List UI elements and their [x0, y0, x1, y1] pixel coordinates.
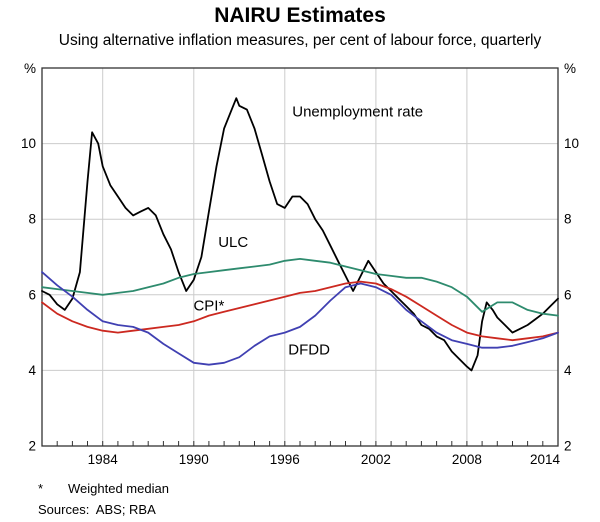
x-tick-label: 1990 [179, 452, 209, 467]
y-axis-unit-right: % [564, 61, 576, 76]
x-tick-label: 1996 [270, 452, 300, 467]
y-axis-unit-left: % [24, 61, 36, 76]
footnote-marker: * [38, 481, 44, 496]
y-tick-label-left: 4 [28, 363, 36, 378]
series-line-cpi [41, 280, 559, 342]
plot-frame [41, 67, 559, 447]
chart-plot-area: 2 2 4 4 6 6 8 8 10 10% % 1984 1990 1996 2002 2008 2014 Un… [21, 61, 579, 467]
x-tick-label: 2002 [361, 452, 391, 467]
y-tick-label-left: 10 [21, 136, 36, 151]
y-tick-label-right: 6 [564, 287, 572, 302]
x-tick-label: 2014 [530, 452, 561, 467]
y-tick-label-right: 2 [564, 439, 572, 454]
series-label-ulc: ULC [218, 234, 248, 251]
chart-title: NAIRU Estimates [214, 4, 386, 27]
chart-subtitle: Using alternative inflation measures, pe… [58, 32, 542, 49]
series-label-unemployment-rate: Unemployment rate [292, 104, 423, 121]
x-tick-label: 2008 [452, 452, 482, 467]
series-label-cpi: CPI* [193, 297, 224, 314]
series-line-unemployment-rate [41, 97, 559, 372]
chart-footnote: * Weighted median [38, 481, 169, 496]
x-tick-label: 1984 [88, 452, 119, 467]
series-label-dfdd: DFDD [288, 342, 330, 359]
series-line-ulc [41, 257, 559, 317]
y-tick-label-left: 6 [28, 287, 36, 302]
series-line-dfdd [41, 271, 559, 366]
y-tick-label-right: 10 [564, 136, 579, 151]
footnote-text: Weighted median [68, 481, 169, 496]
y-tick-label-right: 4 [564, 363, 572, 378]
y-tick-label-left: 8 [28, 212, 36, 227]
y-tick-label-right: 8 [564, 212, 572, 227]
y-tick-label-left: 2 [28, 439, 36, 454]
chart-sources: Sources: ABS; RBA [38, 502, 156, 517]
